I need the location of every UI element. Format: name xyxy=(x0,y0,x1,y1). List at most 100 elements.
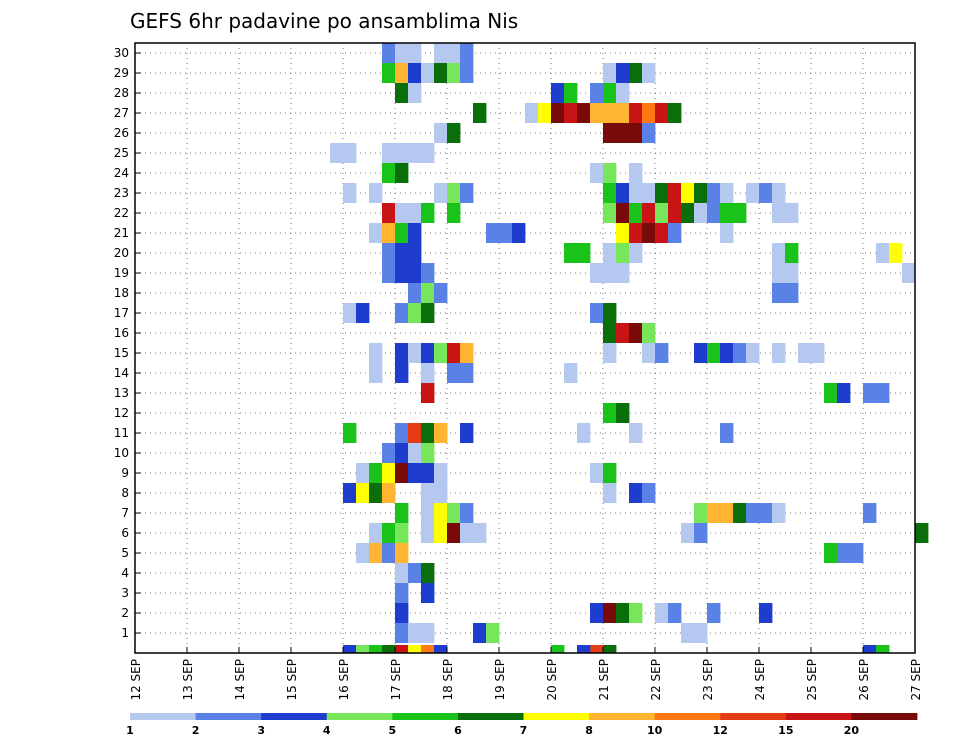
heatmap-cell xyxy=(785,283,799,303)
heatmap-cell xyxy=(395,303,409,323)
heatmap-cell xyxy=(642,103,656,123)
y-tick-label: 9 xyxy=(121,466,129,480)
heatmap-cell xyxy=(603,123,617,143)
heatmap-cell xyxy=(720,223,734,243)
heatmap-cell xyxy=(369,183,383,203)
heatmap-cell xyxy=(408,443,422,463)
heatmap-cell xyxy=(603,243,617,263)
heatmap-cell xyxy=(577,645,591,653)
heatmap-cell xyxy=(655,603,669,623)
x-tick-label: 19 SEP xyxy=(493,659,507,701)
heatmap-cell xyxy=(434,503,448,523)
heatmap-cell xyxy=(382,203,396,223)
heatmap-cell xyxy=(720,423,734,443)
colorbar-label: 8 xyxy=(585,724,593,737)
heatmap-cell xyxy=(577,423,591,443)
heatmap-cell xyxy=(616,403,630,423)
x-tick-label: 26 SEP xyxy=(857,659,871,701)
heatmap-cell xyxy=(616,223,630,243)
heatmap-cell xyxy=(603,403,617,423)
heatmap-cell xyxy=(421,203,435,223)
heatmap-cell xyxy=(408,563,422,583)
heatmap-cell xyxy=(369,543,383,563)
heatmap-cell xyxy=(408,83,422,103)
heatmap-cell xyxy=(343,143,357,163)
heatmap-cell xyxy=(629,423,643,443)
heatmap-cell xyxy=(395,503,409,523)
heatmap-cell xyxy=(408,203,422,223)
heatmap-cell xyxy=(785,263,799,283)
heatmap-cell xyxy=(382,463,396,483)
heatmap-cell xyxy=(382,645,396,653)
heatmap-cell xyxy=(876,645,890,653)
heatmap-cell xyxy=(395,645,409,653)
heatmap-cell xyxy=(343,645,357,653)
y-tick-label: 30 xyxy=(114,46,129,60)
colorbar-label: 2 xyxy=(192,724,200,737)
heatmap-cell xyxy=(460,183,474,203)
heatmap-cell xyxy=(720,203,734,223)
x-axis-ticks: 12 SEP 13 SEP 14 SEP 15 SEP 16 SEP 17 SEP 18 S… xyxy=(129,647,923,701)
heatmap-cell xyxy=(629,63,643,83)
heatmap-cell xyxy=(564,363,578,383)
heatmap-cell xyxy=(746,183,760,203)
heatmap-cell xyxy=(603,603,617,623)
heatmap-cell xyxy=(733,203,747,223)
heatmap-cell xyxy=(343,423,357,443)
heatmap-cell xyxy=(889,243,903,263)
heatmap-cell xyxy=(577,103,591,123)
heatmap-cell xyxy=(434,43,448,63)
heatmap-cell xyxy=(460,503,474,523)
heatmap-cell xyxy=(681,623,695,643)
heatmap-cell xyxy=(694,503,708,523)
y-tick-label: 24 xyxy=(114,166,129,180)
colorbar-label: 1 xyxy=(126,724,134,737)
x-tick-label: 22 SEP xyxy=(649,659,663,701)
heatmap-cell xyxy=(408,143,422,163)
y-tick-label: 15 xyxy=(114,346,129,360)
heatmap-cell xyxy=(629,483,643,503)
x-tick-label: 14 SEP xyxy=(233,659,247,701)
heatmap-cell xyxy=(811,343,825,363)
y-tick-label: 29 xyxy=(114,66,129,80)
heatmap-cells xyxy=(330,43,929,653)
heatmap-cell xyxy=(603,323,617,343)
heatmap-cell xyxy=(421,343,435,363)
heatmap-cell xyxy=(356,483,370,503)
heatmap-cell xyxy=(655,183,669,203)
x-tick-label: 20 SEP xyxy=(545,659,559,701)
heatmap-cell xyxy=(395,583,409,603)
y-tick-label: 19 xyxy=(114,266,129,280)
heatmap-cell xyxy=(655,103,669,123)
heatmap-cell xyxy=(408,343,422,363)
heatmap-cell xyxy=(434,183,448,203)
heatmap-cell xyxy=(824,383,838,403)
heatmap-cell xyxy=(915,523,929,543)
heatmap-cell xyxy=(616,103,630,123)
heatmap-cell xyxy=(447,43,461,63)
heatmap-cell xyxy=(707,343,721,363)
heatmap-cell xyxy=(434,343,448,363)
heatmap-cell xyxy=(460,523,474,543)
heatmap-cell xyxy=(707,503,721,523)
heatmap-cell xyxy=(759,603,773,623)
heatmap-cell xyxy=(603,63,617,83)
heatmap-cell xyxy=(551,103,565,123)
heatmap-cell xyxy=(421,563,435,583)
heatmap-cell xyxy=(616,263,630,283)
heatmap-cell xyxy=(460,363,474,383)
colorbar-label: 15 xyxy=(778,724,793,737)
heatmap-cell xyxy=(421,645,435,653)
y-tick-label: 26 xyxy=(114,126,129,140)
heatmap-cell xyxy=(733,503,747,523)
heatmap-cell xyxy=(772,183,786,203)
y-tick-label: 11 xyxy=(114,426,129,440)
y-tick-label: 8 xyxy=(121,486,129,500)
heatmap-cell xyxy=(382,63,396,83)
heatmap-cell xyxy=(629,223,643,243)
colorbar-swatch xyxy=(130,713,196,720)
heatmap-cell xyxy=(603,203,617,223)
colorbar-swatch xyxy=(589,713,656,720)
heatmap-cell xyxy=(590,163,604,183)
heatmap-cell xyxy=(421,423,435,443)
